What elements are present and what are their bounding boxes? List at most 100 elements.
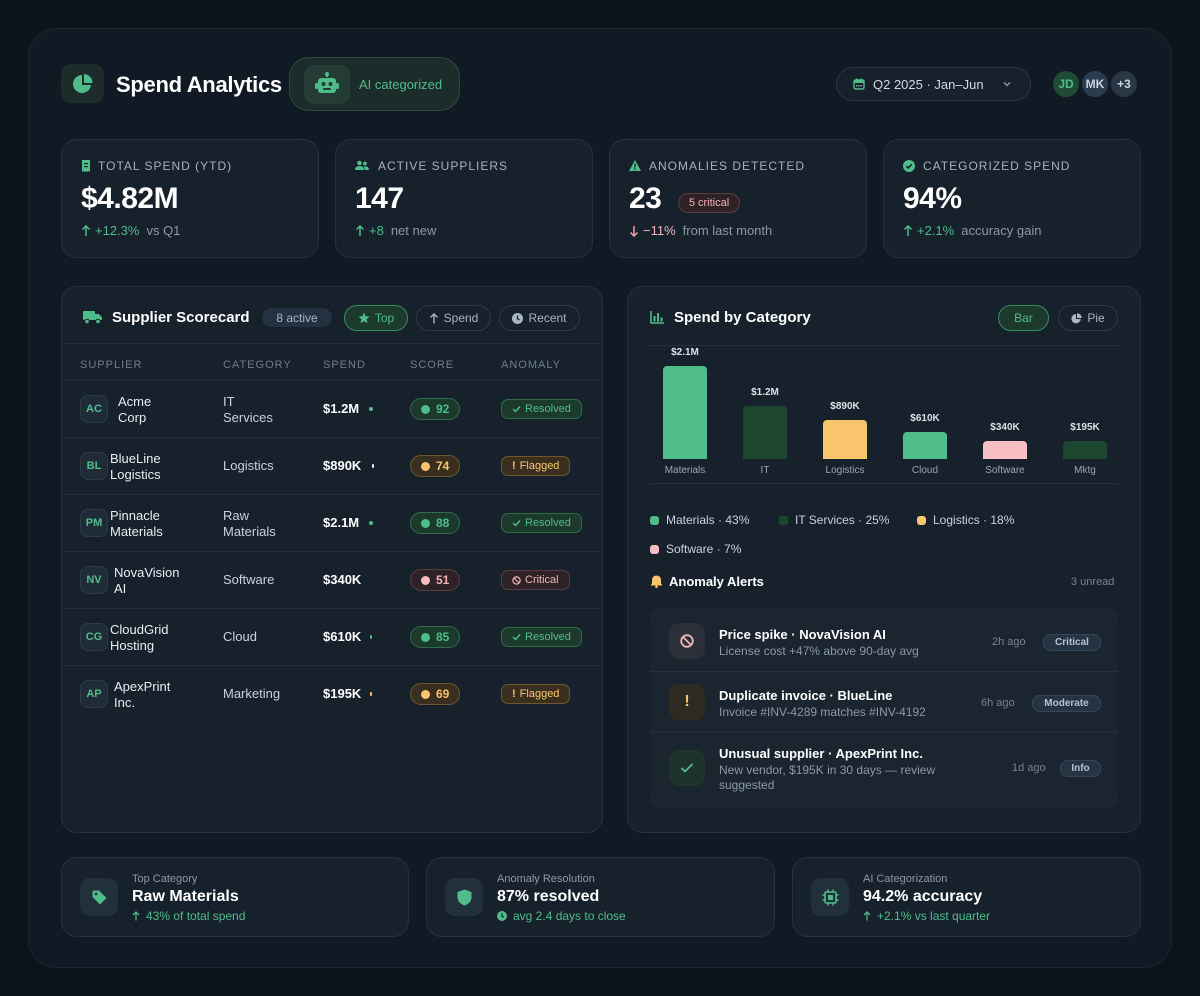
ai-categorized-badge[interactable]: AI categorized <box>289 57 460 111</box>
alert-time: 1d ago <box>1012 762 1046 774</box>
supplier-spend: $340K <box>323 572 362 587</box>
alert-item[interactable]: Unusual supplier · ApexPrint Inc. New ve… <box>650 733 1118 807</box>
avatar[interactable]: MK <box>1080 69 1110 99</box>
bar-software[interactable] <box>983 441 1027 459</box>
table-row[interactable]: AP ApexPrint Inc. Marketing $195K 69 ! Fl… <box>62 665 602 722</box>
avatar[interactable]: JD <box>1051 69 1081 99</box>
score-badge: 69 <box>410 683 461 705</box>
anomaly-status-badge: Resolved <box>501 513 582 533</box>
bar-category-label: Mktg <box>1074 465 1096 476</box>
trend-dot <box>370 692 372 696</box>
summary-value: Raw Materials <box>132 888 239 905</box>
bar-chart-icon <box>650 311 664 324</box>
check-circle-icon <box>903 160 915 172</box>
truck-icon <box>83 311 102 325</box>
exclamation-icon: ! <box>669 684 705 720</box>
bell-icon <box>650 575 663 588</box>
anomaly-status-badge: Resolved <box>501 627 582 647</box>
stat-value: $4.82M <box>81 182 179 215</box>
filter-spend-label: Spend <box>443 311 479 325</box>
trend-dot <box>372 464 374 468</box>
receipt-icon <box>82 160 90 172</box>
trend-dot <box>369 407 373 411</box>
stat-delta: +8 net new <box>355 223 436 238</box>
table-row[interactable]: BL BlueLine Logistics Logistics $890K 74 … <box>62 437 602 494</box>
app-title: Spend Analytics <box>116 72 282 97</box>
bar-materials[interactable] <box>663 366 707 459</box>
supplier-name: CloudGrid Hosting <box>110 622 169 653</box>
filter-top-button[interactable]: Top <box>344 305 408 331</box>
toggle-bar-button[interactable]: Bar <box>998 305 1049 331</box>
bar-it[interactable] <box>743 406 787 459</box>
users-icon <box>355 160 369 170</box>
filter-spend-button[interactable]: Spend <box>416 305 491 331</box>
logo <box>61 64 104 103</box>
table-row[interactable]: AC Acme Corp IT Services $1.2M 92 Resolved <box>62 380 602 437</box>
supplier-initials: AC <box>80 395 108 423</box>
bar-cloud[interactable] <box>903 432 947 459</box>
supplier-spend: $2.1M <box>323 515 360 530</box>
stat-label: TOTAL SPEND (YTD) <box>98 159 233 173</box>
table-row[interactable]: PM Pinnacle Materials Raw Materials $2.1M … <box>62 494 602 551</box>
anomaly-status-badge: Critical <box>501 570 570 590</box>
supplier-spend: $195K <box>323 686 362 701</box>
stat-value: 94% <box>903 182 962 215</box>
scorecard-title: Supplier Scorecard <box>112 309 250 326</box>
stat-delta-text: accuracy gain <box>961 223 1042 238</box>
check-icon <box>512 406 521 413</box>
stat-card-anomalies: ANOMALIES DETECTED 23 5 critical −11% fr… <box>609 139 867 258</box>
date-range-button[interactable]: Q2 2025 · Jan–Jun <box>836 67 1031 101</box>
stat-delta-value: +12.3% <box>95 223 140 238</box>
bar-category-label: Logistics <box>825 465 865 476</box>
alert-time: 6h ago <box>981 697 1015 709</box>
avatar-more[interactable]: +3 <box>1109 69 1139 99</box>
calendar-icon <box>853 78 865 90</box>
divider <box>62 343 602 344</box>
bar-category-label: IT <box>760 465 770 476</box>
exclamation-icon: ! <box>512 460 516 472</box>
stat-delta-text: vs Q1 <box>146 223 181 238</box>
alert-title: Unusual supplier · ApexPrint Inc. <box>719 746 923 761</box>
alert-title: Price spike · NovaVision AI <box>719 627 886 642</box>
legend-item-software: Software · 7% <box>650 542 741 556</box>
prohibited-icon <box>512 575 521 585</box>
alerts-title: Anomaly Alerts <box>669 574 764 589</box>
legend-item-it-services: IT Services · 25% <box>779 513 889 527</box>
anomaly-status-badge: Resolved <box>501 399 582 419</box>
summary-sub: 43% of total spend <box>132 909 245 923</box>
stat-delta: +2.1% accuracy gain <box>903 223 1041 238</box>
column-header-anomaly: ANOMALY <box>501 359 561 371</box>
table-row[interactable]: CG CloudGrid Hosting Cloud $610K 85 Resol… <box>62 608 602 665</box>
bar-logistics[interactable] <box>823 420 867 459</box>
bar-category-label: Materials <box>664 465 706 476</box>
ai-badge-label: AI categorized <box>359 77 443 92</box>
bar-mktg[interactable] <box>1063 441 1107 459</box>
severity-badge: Critical <box>1043 634 1101 651</box>
table-row[interactable]: NV NovaVision AI Software $340K 51 Critic… <box>62 551 602 608</box>
pie-chart-icon <box>72 73 93 93</box>
filter-recent-button[interactable]: Recent <box>499 305 580 331</box>
severity-badge: Info <box>1060 760 1101 777</box>
alert-item[interactable]: Price spike · NovaVision AI License cost… <box>650 609 1118 671</box>
bar-value-label: $1.2M <box>751 387 779 398</box>
summary-sub: avg 2.4 days to close <box>497 909 626 923</box>
spend-by-category-panel: Spend by Category Bar Pie $2.1M Materials… <box>627 286 1141 833</box>
toggle-pie-label: Pie <box>1087 311 1105 325</box>
legend-item-logistics: Logistics · 18% <box>917 513 1014 527</box>
clock-icon <box>497 911 507 921</box>
stat-label: ANOMALIES DETECTED <box>649 159 806 173</box>
arrow-down-icon <box>629 225 639 237</box>
bar-category-label: Software <box>985 465 1025 476</box>
pie-chart-icon <box>1071 312 1083 323</box>
supplier-category: Software <box>223 572 275 587</box>
prohibited-icon <box>669 623 705 659</box>
supplier-name: Acme Corp <box>118 394 152 425</box>
toggle-pie-button[interactable]: Pie <box>1058 305 1118 331</box>
alert-item[interactable]: ! Duplicate invoice · BlueLine Invoice #… <box>650 672 1118 732</box>
chevron-down-icon <box>1003 82 1011 87</box>
bar-category-label: Cloud <box>911 465 939 476</box>
anomaly-status-badge: ! Flagged <box>501 684 571 704</box>
supplier-spend: $610K <box>323 629 362 644</box>
severity-badge: Moderate <box>1032 695 1101 712</box>
chip-icon <box>811 878 849 916</box>
